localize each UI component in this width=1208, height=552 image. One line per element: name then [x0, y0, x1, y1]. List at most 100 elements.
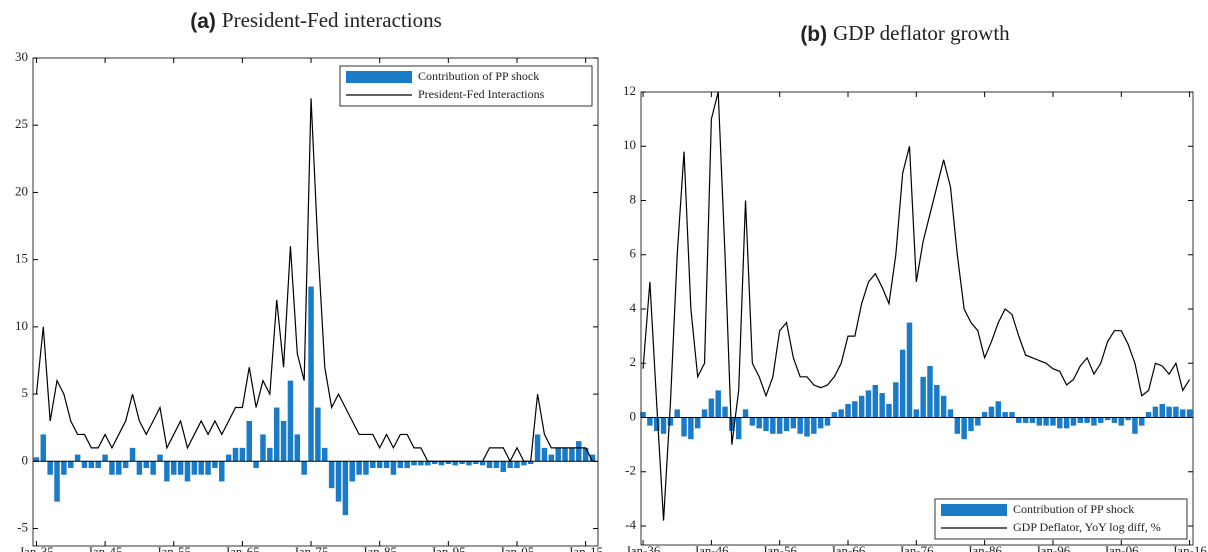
bar [431, 461, 438, 464]
bar [466, 461, 472, 466]
bar [287, 380, 294, 462]
bar [459, 461, 465, 464]
bar [961, 417, 967, 440]
bar [640, 412, 646, 418]
bar [150, 461, 156, 475]
x-tick-label: Jan-05 [500, 544, 535, 552]
bar [219, 461, 225, 482]
bar [1043, 417, 1049, 426]
bar [1057, 417, 1063, 429]
bar [493, 461, 500, 469]
bar [1091, 417, 1097, 426]
bar [267, 447, 273, 462]
bar [424, 461, 431, 466]
bar [660, 417, 667, 434]
x-tick-label: Jan-76 [899, 543, 934, 552]
bar [1152, 406, 1159, 418]
x-tick-label: Jan-45 [88, 544, 123, 552]
bar [783, 417, 790, 432]
y-tick-label: 4 [630, 300, 637, 315]
bar [122, 461, 129, 469]
bar [376, 461, 383, 469]
bar [1098, 417, 1104, 423]
bar [947, 409, 954, 418]
bar [198, 461, 204, 475]
x-tick-label: Jan-36 [626, 543, 661, 552]
bar [735, 417, 742, 440]
bar [205, 461, 211, 475]
y-tick-label: 5 [22, 385, 29, 400]
bar [81, 461, 88, 469]
y-tick-label: 10 [623, 137, 636, 152]
bar [817, 417, 824, 429]
bar [1084, 417, 1090, 423]
bar [95, 461, 101, 469]
bar [445, 461, 452, 464]
bar [54, 461, 60, 502]
bar [418, 461, 424, 466]
y-tick-label: 0 [22, 452, 29, 467]
bar [763, 417, 769, 432]
bar [1173, 406, 1179, 418]
bar [184, 461, 191, 482]
bar [790, 417, 797, 429]
bar [363, 461, 369, 475]
bar [102, 454, 108, 462]
y-tick-label: 30 [15, 49, 28, 64]
bar [852, 401, 858, 418]
bar [893, 382, 899, 418]
bar [500, 461, 507, 473]
bar [308, 286, 314, 462]
y-tick-label: -2 [625, 463, 636, 478]
title-text: President-Fed interactions [222, 8, 442, 32]
y-tick-label: 25 [15, 116, 28, 131]
bar [40, 434, 47, 462]
bar [981, 412, 988, 418]
bar [722, 406, 728, 418]
bar [797, 417, 803, 434]
bar [280, 420, 287, 462]
bar [253, 461, 259, 469]
bar [1111, 417, 1118, 423]
bar [109, 461, 115, 475]
chart-title: (b) GDP deflator growth [800, 21, 1010, 46]
bar [927, 365, 933, 418]
bar [212, 461, 218, 469]
bar [865, 390, 872, 418]
bar [1118, 417, 1124, 426]
panel: (a) President-Fed interactions -5 0 5 10 15 20 2… [15, 8, 603, 552]
bar [975, 417, 981, 426]
bar [335, 461, 342, 502]
bar [1070, 417, 1077, 426]
bar [653, 417, 660, 432]
bar [858, 395, 865, 418]
bar [824, 417, 831, 426]
bar [681, 417, 687, 437]
y-tick-label: 15 [15, 251, 28, 266]
bar [756, 417, 762, 429]
bar [988, 406, 995, 418]
bar [33, 457, 40, 462]
bar [1077, 417, 1084, 423]
bar [1104, 417, 1111, 421]
bar [899, 349, 906, 418]
x-tick-label: Jan-95 [431, 544, 466, 552]
bar [906, 322, 913, 418]
bar [1002, 412, 1008, 418]
x-tick-label: Jan-66 [831, 543, 866, 552]
bar [404, 461, 410, 469]
bar [74, 454, 81, 462]
bar [1125, 417, 1131, 421]
bar [164, 461, 170, 482]
bar [438, 461, 445, 466]
bar [569, 447, 575, 462]
x-tick-label: Jan-96 [1036, 543, 1071, 552]
bar [129, 447, 136, 462]
bar [1180, 409, 1186, 418]
bar [47, 461, 53, 475]
bar [541, 447, 548, 462]
bar [879, 393, 885, 418]
x-tick-label: Jan-86 [967, 543, 1002, 552]
legend-swatch [346, 71, 412, 83]
